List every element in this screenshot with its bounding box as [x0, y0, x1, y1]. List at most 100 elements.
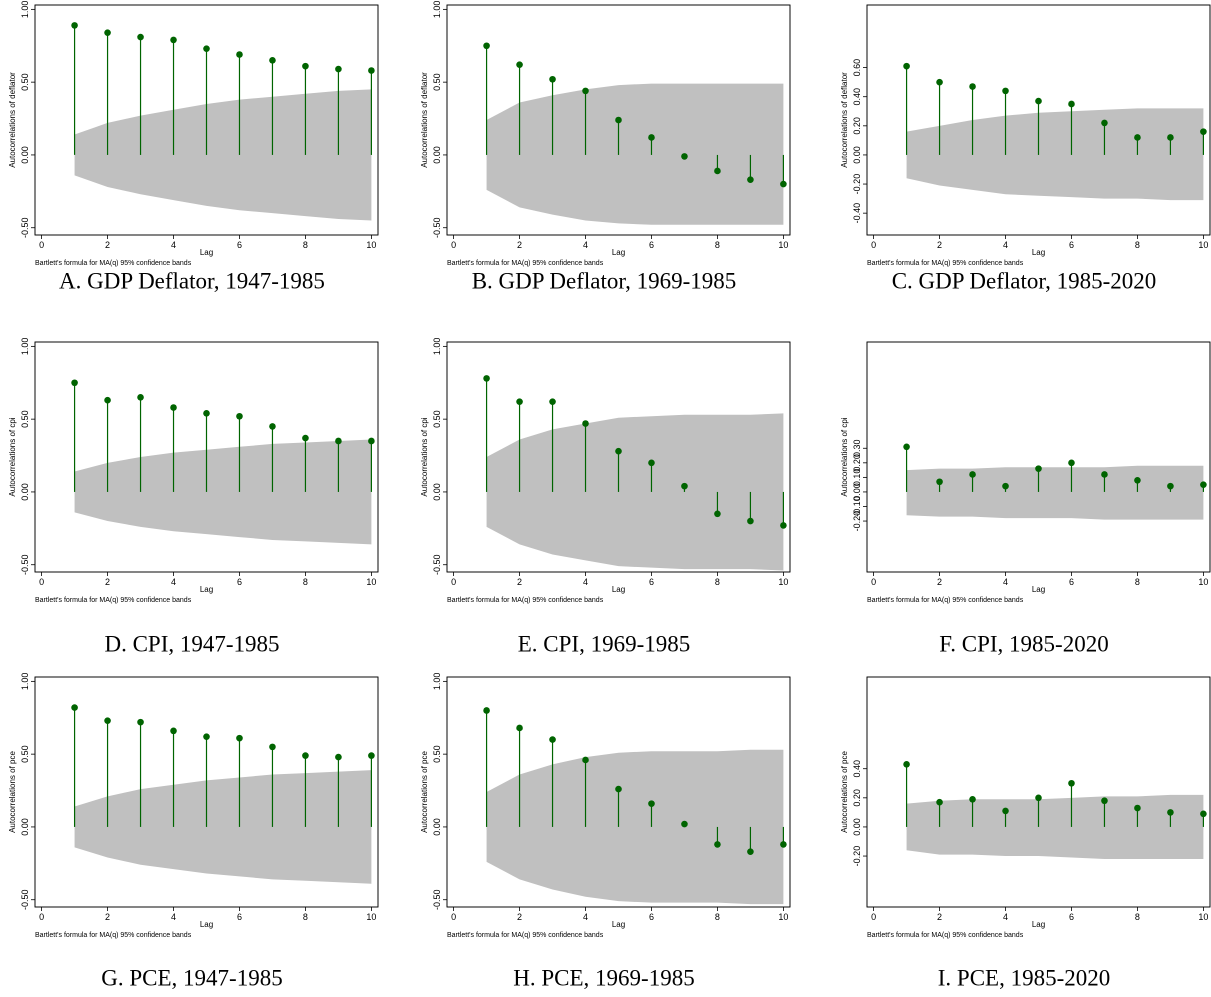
stem-marker — [170, 404, 177, 411]
plot-border — [446, 676, 791, 908]
y-axis-label: Autocorrelations of pce — [420, 751, 429, 833]
x-tick-label: 2 — [105, 577, 110, 587]
stem-marker — [582, 87, 589, 95]
y-tick-label: 1.00 — [432, 1, 442, 19]
y-tick-label: -0.40 — [852, 203, 862, 224]
x-tick-label: 8 — [715, 240, 720, 250]
y-tick-label: 0.20 — [852, 789, 862, 807]
stem-marker — [780, 180, 787, 188]
stem-marker — [936, 478, 943, 486]
x-tick-label: 10 — [1198, 577, 1208, 587]
stem-marker — [170, 727, 177, 735]
stem-marker — [1134, 476, 1141, 484]
x-tick-label: 8 — [1135, 912, 1140, 922]
x-axis-label: Lag — [612, 248, 625, 257]
y-tick-label: 0.50 — [20, 410, 30, 428]
y-tick-label: 0.00 — [852, 483, 862, 501]
stem-marker — [747, 517, 754, 525]
stem-marker — [780, 522, 787, 529]
x-tick-label: 6 — [1069, 912, 1074, 922]
y-tick-label: -0.50 — [20, 554, 30, 575]
x-tick-label: 0 — [451, 577, 456, 587]
y-tick-label: 0.10 — [852, 469, 862, 487]
plot-frame — [866, 676, 1211, 908]
y-axis-label: Autocorrelations of cpi — [8, 417, 17, 496]
stem-marker — [1002, 87, 1009, 95]
x-axis-label: Lag — [1032, 920, 1045, 929]
caption: B. GDP Deflator, 1969-1985 — [472, 268, 737, 293]
x-tick-label: 10 — [1198, 240, 1208, 250]
stem-marker — [335, 65, 342, 73]
y-tick-label: 0.00 — [20, 146, 30, 164]
caption: E. CPI, 1969-1985 — [518, 631, 691, 656]
stem-marker — [104, 396, 111, 404]
x-tick-label: 0 — [39, 912, 44, 922]
x-axis-label: Lag — [1032, 585, 1045, 594]
stem-marker — [549, 75, 556, 83]
stem-marker — [104, 29, 111, 36]
caption: F. CPI, 1985-2020 — [939, 631, 1108, 656]
stem-marker — [714, 510, 721, 518]
stem-marker — [615, 116, 622, 124]
stem-marker — [1101, 471, 1108, 478]
y-tick-label: 0.00 — [852, 818, 862, 836]
panel: -0.20 0.00 0.20 0.40 0 2 4 6 8 10 Autocorrelations… — [840, 676, 1211, 990]
x-tick-label: 10 — [366, 240, 376, 250]
stem-marker — [1101, 797, 1108, 805]
stem-marker — [368, 752, 375, 759]
y-tick-label: 0.00 — [20, 818, 30, 836]
stem-marker — [1035, 97, 1042, 105]
plot-border — [866, 676, 1211, 908]
confidence-band — [486, 749, 784, 905]
y-tick-label: 0.20 — [852, 117, 862, 135]
stem-marker — [936, 798, 943, 806]
y-axis-label: Autocorrelations of cpi — [840, 417, 849, 496]
stem-marker — [71, 22, 78, 29]
stem-marker — [615, 447, 622, 455]
y-axis-label: Autocorrelations of deflator — [8, 72, 17, 168]
y-tick-label: 1.00 — [20, 673, 30, 691]
plot-border — [34, 341, 379, 573]
stem-marker — [615, 785, 622, 793]
stem-marker — [269, 743, 276, 751]
y-tick-label: 0.60 — [852, 59, 862, 77]
x-tick-label: 0 — [871, 240, 876, 250]
stem-marker — [483, 42, 490, 50]
x-tick-label: 6 — [237, 577, 242, 587]
x-tick-label: 8 — [715, 912, 720, 922]
confidence-band — [486, 413, 784, 571]
stem-marker — [1200, 128, 1207, 135]
y-tick-label: -0.10 — [852, 496, 862, 517]
stem-marker — [1035, 794, 1042, 802]
y-tick-label: 0.50 — [432, 745, 442, 763]
y-tick-label: 0.50 — [20, 73, 30, 91]
stem-marker — [236, 734, 243, 742]
caption: G. PCE, 1947-1985 — [101, 965, 282, 990]
y-tick-label: 0.50 — [432, 73, 442, 91]
x-tick-label: 2 — [517, 577, 522, 587]
stem-marker — [969, 795, 976, 803]
x-tick-label: 4 — [171, 240, 176, 250]
y-tick-label: 0.40 — [852, 760, 862, 778]
stem-marker — [1200, 810, 1207, 818]
y-tick-label: 0.00 — [432, 483, 442, 501]
y-tick-label: -0.20 — [852, 846, 862, 867]
y-tick-label: 0.50 — [432, 410, 442, 428]
x-tick-label: 6 — [237, 240, 242, 250]
stem-marker — [1068, 459, 1075, 467]
x-axis-label: Lag — [200, 920, 213, 929]
stem-marker — [335, 437, 342, 445]
x-tick-label: 4 — [171, 912, 176, 922]
x-tick-label: 10 — [778, 240, 788, 250]
x-tick-label: 6 — [237, 912, 242, 922]
stem-marker — [368, 437, 375, 445]
stem-marker — [714, 167, 721, 175]
stem-marker — [582, 420, 589, 427]
caption: D. CPI, 1947-1985 — [104, 631, 279, 656]
stem-marker — [236, 51, 243, 58]
stem-marker — [516, 724, 523, 732]
note: Bartlett's formula for MA(q) 95% confide… — [35, 932, 192, 939]
stem-marker — [681, 153, 688, 160]
y-tick-label: 0.20 — [852, 454, 862, 472]
